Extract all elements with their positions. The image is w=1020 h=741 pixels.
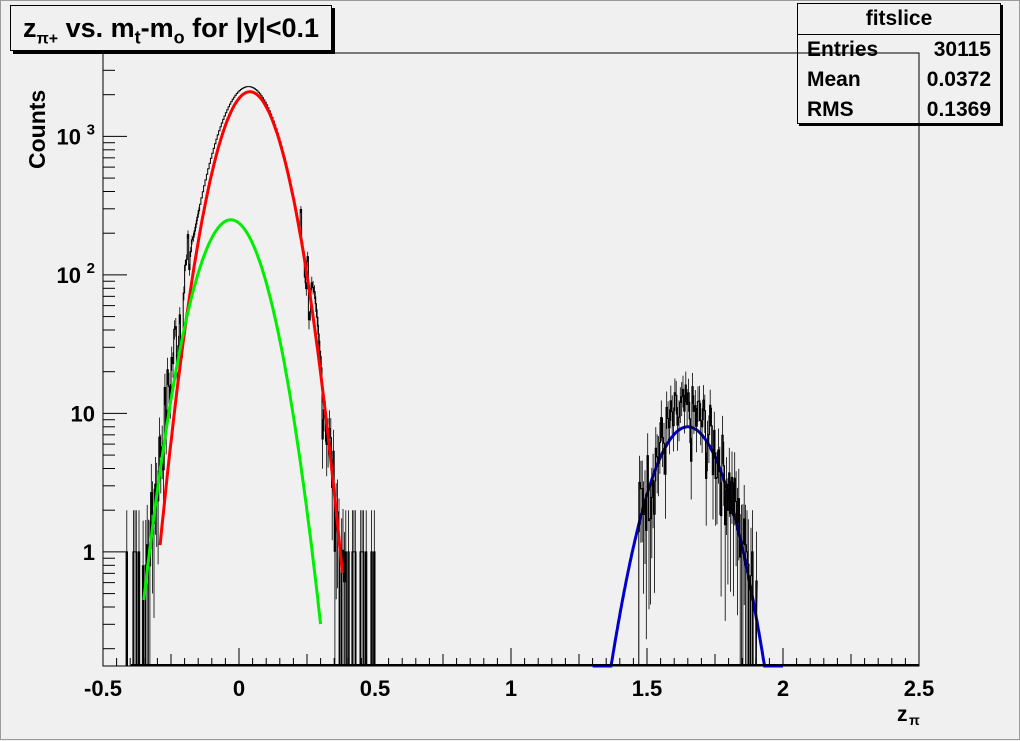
x-tick-label: 0 (233, 676, 245, 701)
y-tick-label: 10 (57, 263, 81, 288)
y-tick-label: 10 (57, 124, 81, 149)
stats-value: 30115 (933, 38, 991, 61)
title-minus-m: -m (140, 13, 174, 43)
x-tick-label: 2.5 (904, 676, 935, 701)
fit-curve-1 (158, 90, 344, 574)
y-axis-label: Counts (24, 90, 50, 169)
x-axis-label: z (897, 703, 908, 726)
title-z: z (23, 13, 37, 43)
y-tick-label: 1 (83, 540, 95, 565)
axis-labels: -0.5 0 0.5 1 1.5 2 2.5 1 10 10 2 10 3 z π Counts (24, 90, 934, 728)
histogram-4 (638, 384, 758, 667)
stats-row-mean: Mean 0.0372 (798, 65, 1000, 95)
stats-box: fitslice Entries 30115 Mean 0.0372 RMS 0… (797, 3, 1001, 124)
stats-header: fitslice (798, 4, 1000, 35)
fit-curve-3 (592, 425, 783, 668)
x-tick-label: 1 (505, 676, 517, 701)
stats-value: 0.0372 (926, 68, 991, 91)
plot-title: zπ+ vs. mt-mo for |y|<0.1 (10, 5, 333, 51)
stats-label: Mean (807, 68, 861, 91)
x-tick-label: 1.5 (632, 676, 663, 701)
histogram-0 (124, 86, 376, 667)
plot-border (102, 52, 920, 667)
stats-value: 0.1369 (926, 98, 991, 121)
fit-curve-2 (142, 218, 323, 625)
series-layer (124, 86, 919, 668)
title-vs: vs. m (58, 13, 135, 43)
x-tick-label: 2 (777, 676, 789, 701)
y-tick-exponent: 2 (87, 260, 95, 277)
x-axis-label-sub: π (909, 712, 920, 728)
stats-row-rms: RMS 0.1369 (798, 95, 1000, 125)
stats-row-entries: Entries 30115 (798, 35, 1000, 65)
title-tail: for |y|<0.1 (184, 13, 320, 43)
plot-frame (102, 52, 920, 667)
y-tick-label: 10 (71, 401, 95, 426)
stats-label: Entries (807, 38, 879, 61)
axis-ticks (102, 52, 920, 666)
x-tick-label: -0.5 (84, 676, 122, 701)
x-tick-label: 0.5 (360, 676, 391, 701)
title-sub-t: t (134, 27, 141, 48)
title-sub-pi: π+ (36, 30, 59, 48)
y-tick-exponent: 3 (87, 121, 95, 138)
stats-label: RMS (807, 98, 854, 121)
title-sub-o: o (173, 27, 185, 48)
